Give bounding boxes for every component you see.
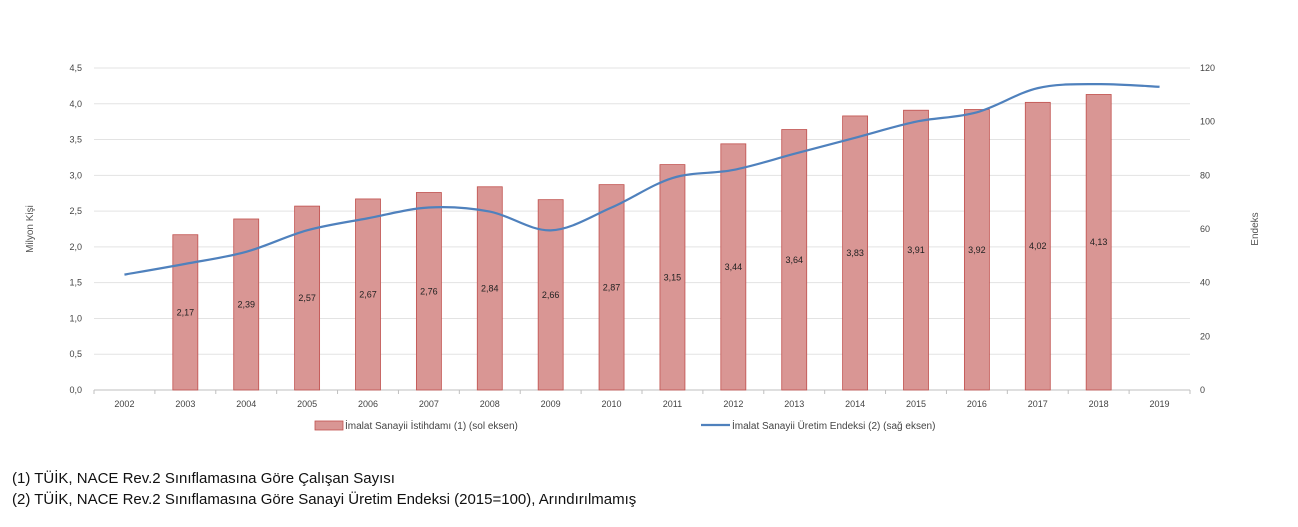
- bar-data-label: 2,17: [177, 307, 195, 317]
- bar-data-label: 3,92: [968, 245, 986, 255]
- y-tick-label: 2,0: [69, 242, 82, 252]
- bar: [1024, 101, 1051, 391]
- y-tick-label: 4,0: [69, 99, 82, 109]
- bar-data-label: 2,57: [298, 293, 316, 303]
- y-tick-label: 1,5: [69, 278, 82, 288]
- bar-data-label: 4,13: [1090, 237, 1108, 247]
- x-tick-label: 2019: [1150, 399, 1170, 409]
- series-line-uretim-endeksi: [124, 82, 1160, 276]
- y2-tick-label: 40: [1200, 278, 1210, 288]
- bar-data-label: 3,83: [846, 248, 864, 258]
- bar: [1085, 94, 1112, 391]
- x-tick-label: 2007: [419, 399, 439, 409]
- y-tick-label: 0,0: [69, 385, 82, 395]
- y-tick-label: 3,5: [69, 135, 82, 145]
- y2-tick-label: 60: [1200, 224, 1210, 234]
- legend-bar-swatch: [314, 420, 344, 431]
- bar-data-label: 2,84: [481, 283, 499, 293]
- bar: [415, 192, 442, 391]
- x-tick-label: 2006: [358, 399, 378, 409]
- bar: [294, 205, 321, 391]
- legend-line-label: İmalat Sanayii Üretim Endeksi (2) (sağ e…: [732, 419, 935, 432]
- x-tick-label: 2018: [1089, 399, 1109, 409]
- y-tick-label: 4,5: [69, 63, 82, 73]
- bar: [781, 129, 808, 391]
- bar: [963, 109, 990, 391]
- y-tick-label: 2,5: [69, 206, 82, 216]
- x-tick-label: 2016: [967, 399, 987, 409]
- bar-data-label: 3,64: [785, 255, 803, 265]
- bar: [172, 234, 199, 391]
- x-tick-label: 2014: [845, 399, 865, 409]
- y-tick-label: 1,0: [69, 313, 82, 323]
- bar: [903, 109, 929, 391]
- x-tick-label: 2002: [114, 399, 134, 409]
- y2-axis-title: Endeks: [1250, 212, 1261, 245]
- y2-tick-label: 100: [1200, 117, 1215, 127]
- y2-tick-label: 0: [1200, 385, 1205, 395]
- bar: [842, 115, 869, 391]
- y-axis-title: Milyon Kişi: [25, 205, 36, 253]
- x-tick-label: 2010: [602, 399, 622, 409]
- bar: [233, 218, 260, 391]
- x-tick-label: 2017: [1028, 399, 1048, 409]
- x-tick-label: 2011: [663, 399, 682, 409]
- x-tick-label: 2003: [175, 399, 195, 409]
- bar-data-label: 3,44: [725, 262, 743, 272]
- x-tick-label: 2013: [784, 399, 804, 409]
- x-tick-label: 2008: [480, 399, 500, 409]
- bar-data-label: 4,02: [1029, 241, 1047, 251]
- footnote-1: (1) TÜİK, NACE Rev.2 Sınıflamasına Göre …: [12, 470, 395, 487]
- x-tick-label: 2004: [236, 399, 256, 409]
- y-tick-label: 3,0: [69, 170, 82, 180]
- x-tick-label: 2015: [906, 399, 926, 409]
- bar-data-label: 3,15: [664, 272, 682, 282]
- x-tick-label: 2005: [297, 399, 317, 409]
- bar-data-label: 3,91: [907, 245, 925, 255]
- bar: [659, 164, 686, 391]
- bar: [598, 184, 625, 391]
- combo-chart: 0,0 0,5 1,0 1,5 2,0 2,5 3,0 3,5 4,0 4,5 0 20 40 60 80 1…: [25, 63, 1261, 432]
- bar-data-label: 2,67: [359, 289, 377, 299]
- bar: [720, 143, 747, 391]
- bar: [476, 186, 503, 391]
- x-tick-label: 2009: [541, 399, 561, 409]
- legend-bar-label: İmalat Sanayii İstihdamı (1) (sol eksen): [345, 419, 518, 432]
- y2-tick-label: 80: [1200, 170, 1210, 180]
- y2-tick-label: 20: [1200, 331, 1210, 341]
- footnote-2: (2) TÜİK, NACE Rev.2 Sınıflamasına Göre …: [12, 491, 637, 508]
- y2-tick-label: 120: [1200, 63, 1215, 73]
- y-tick-label: 0,5: [69, 349, 82, 359]
- footnotes: (1) TÜİK, NACE Rev.2 Sınıflamasına Göre …: [12, 468, 636, 510]
- bar-data-label: 2,39: [237, 299, 255, 309]
- bar-data-label: 2,87: [603, 282, 621, 292]
- bar: [355, 198, 381, 391]
- x-tick-label: 2012: [723, 399, 743, 409]
- bar-data-label: 2,76: [420, 286, 438, 296]
- bar-data-label: 2,66: [542, 290, 560, 300]
